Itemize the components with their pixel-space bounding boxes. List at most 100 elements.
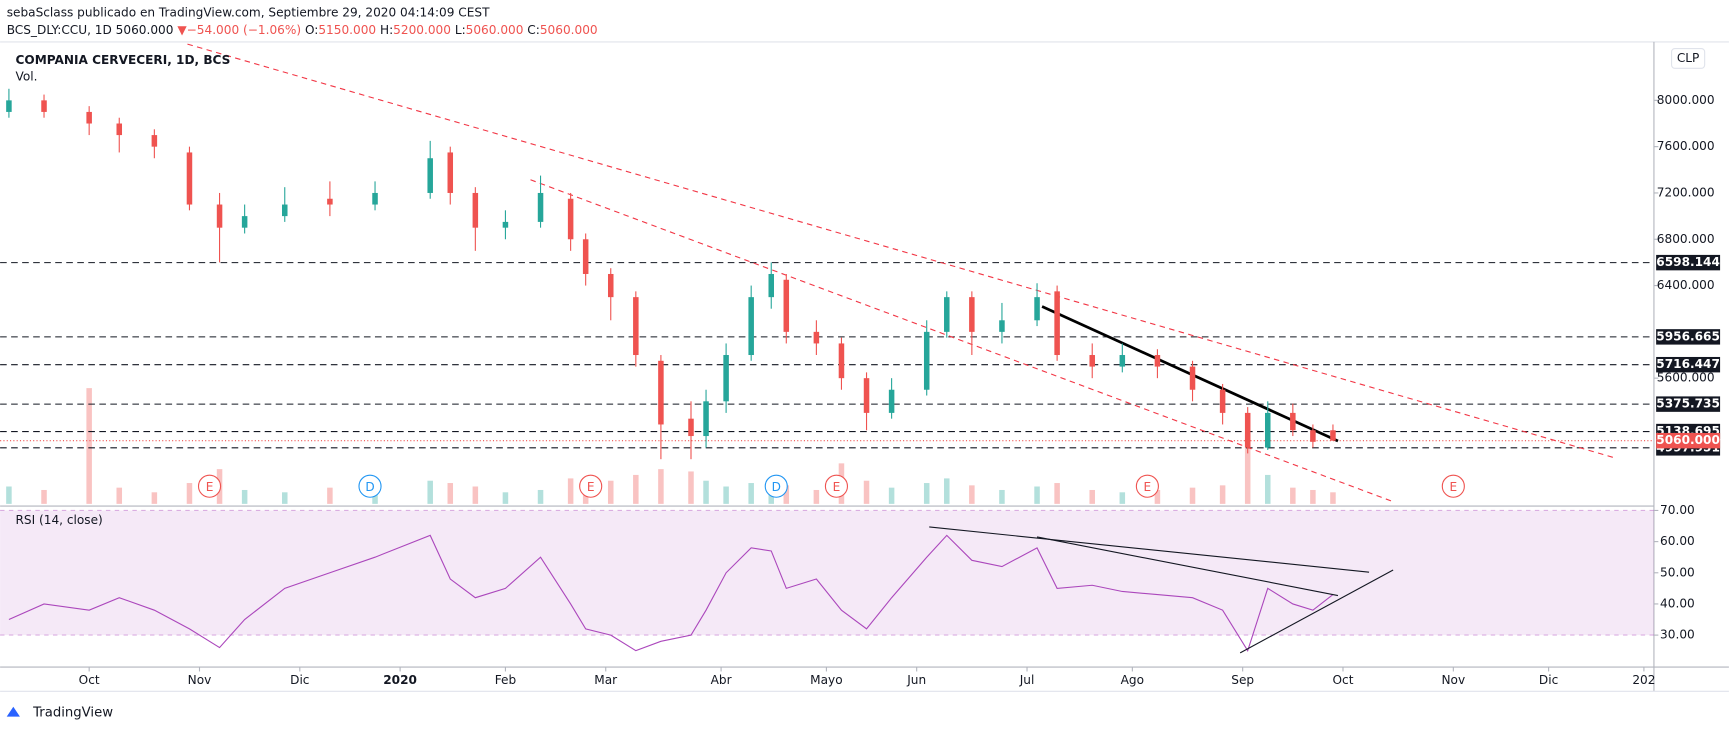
volume-bar [151, 492, 158, 504]
volume-bar [282, 492, 288, 504]
candle-body [86, 111, 92, 124]
footer-logo[interactable]: TradingView [6, 705, 114, 720]
close: 5060.000 [540, 22, 598, 36]
change: −54.000 (−1.06%) [187, 22, 301, 36]
rsi-tick-label: 60.00 [1660, 534, 1695, 548]
volume-bar [633, 474, 639, 504]
volume-bar [6, 486, 12, 504]
volume-bar [1310, 489, 1316, 504]
candle-body [863, 378, 870, 413]
rsi-band [0, 510, 1654, 636]
x-tick-label: 202 [1632, 673, 1655, 687]
l-label: L: [455, 22, 466, 36]
candle-body [813, 331, 820, 344]
c-label: C: [527, 22, 540, 36]
candle-body [1265, 412, 1271, 448]
y-tick-label: 5600.000 [1657, 371, 1715, 385]
candle-body [567, 198, 574, 240]
x-tick-label: Mayo [810, 673, 842, 687]
x-tick-label: Ago [1121, 673, 1144, 687]
rsi-tick-label: 40.00 [1660, 596, 1695, 610]
level-label: 5375.735 [1656, 397, 1720, 411]
footer: TradingView [32, 705, 113, 720]
rsi-line [8, 534, 1334, 652]
plot: 5600.000 6400.000 6800.000 7200.000 7600.000… [0, 43, 1721, 687]
volume-bar [502, 492, 509, 504]
volume-bar [1290, 487, 1296, 504]
candle-body [923, 331, 930, 390]
candle-body [582, 239, 589, 274]
volume-bar [723, 486, 729, 504]
logo-icon [6, 706, 20, 717]
event-marker[interactable] [1135, 474, 1159, 498]
volume-bar [241, 489, 248, 504]
candle-body [633, 297, 639, 356]
candle-body [1219, 389, 1226, 413]
currency-badge[interactable] [1671, 47, 1706, 69]
event-marker[interactable] [824, 474, 849, 498]
event-label: E [1449, 480, 1457, 494]
event-label: D [772, 480, 781, 494]
candle-body [1290, 412, 1296, 431]
event-label: E [833, 480, 841, 494]
event-marker[interactable] [1441, 474, 1465, 498]
candle-body [748, 297, 754, 356]
volume-bar [41, 489, 47, 504]
candle-body [1244, 412, 1251, 448]
low: 5060.000 [466, 22, 524, 36]
candle-body [944, 297, 950, 332]
x-tick-label: Jun [906, 673, 926, 687]
volume-bar [427, 480, 433, 504]
event-marker[interactable] [358, 474, 382, 498]
candle-body [41, 100, 47, 112]
high: 5200.000 [393, 22, 451, 36]
candle-body [6, 100, 12, 112]
level-label-bg [1656, 329, 1721, 345]
rsi-trend-line [929, 526, 1370, 573]
volume-bar [813, 489, 820, 504]
event-label: D [365, 480, 374, 494]
event-marker[interactable] [764, 474, 788, 498]
volume-bar [783, 485, 790, 504]
trend-line [530, 179, 1394, 503]
volume-bar [567, 478, 574, 504]
x-tick-label: Dic [1539, 673, 1558, 687]
candle-body [688, 418, 694, 437]
candle-body [372, 192, 378, 205]
x-tick-label: Sep [1231, 673, 1254, 687]
candle-body [151, 135, 158, 147]
volume-bar [1244, 434, 1251, 504]
volume-bar [923, 483, 930, 504]
level-label: 5956.665 [1656, 329, 1720, 343]
y-tick-label: 6800.000 [1657, 232, 1715, 246]
candle-body [1189, 366, 1196, 390]
candle-body [888, 389, 895, 413]
y-tick-label: 7600.000 [1657, 139, 1715, 153]
x-tick-label: Feb [495, 673, 517, 687]
volume-bar [944, 478, 950, 504]
candle-body [999, 320, 1005, 332]
x-tick-label: Dic [290, 673, 309, 687]
volume-bar [888, 487, 895, 504]
open: 5150.000 [318, 22, 376, 36]
x-tick-label: Oct [1333, 673, 1354, 687]
candle-body [116, 123, 123, 136]
x-tick-label: Abr [711, 673, 732, 687]
candle-body [969, 297, 975, 332]
candle-body [447, 152, 454, 193]
event-marker[interactable] [579, 474, 603, 498]
candle-body [703, 401, 709, 437]
volume-bar [537, 489, 544, 504]
volume-bar [969, 485, 975, 504]
volume-bar [372, 489, 378, 504]
x-tick-label: Nov [188, 673, 212, 687]
level-label: 5716.447 [1656, 357, 1720, 371]
candle-body [838, 343, 845, 379]
event-marker[interactable] [197, 474, 222, 498]
y-tick-label: 8000.000 [1657, 93, 1715, 107]
candle-body [216, 204, 223, 228]
last: 5060.000 [116, 22, 174, 36]
